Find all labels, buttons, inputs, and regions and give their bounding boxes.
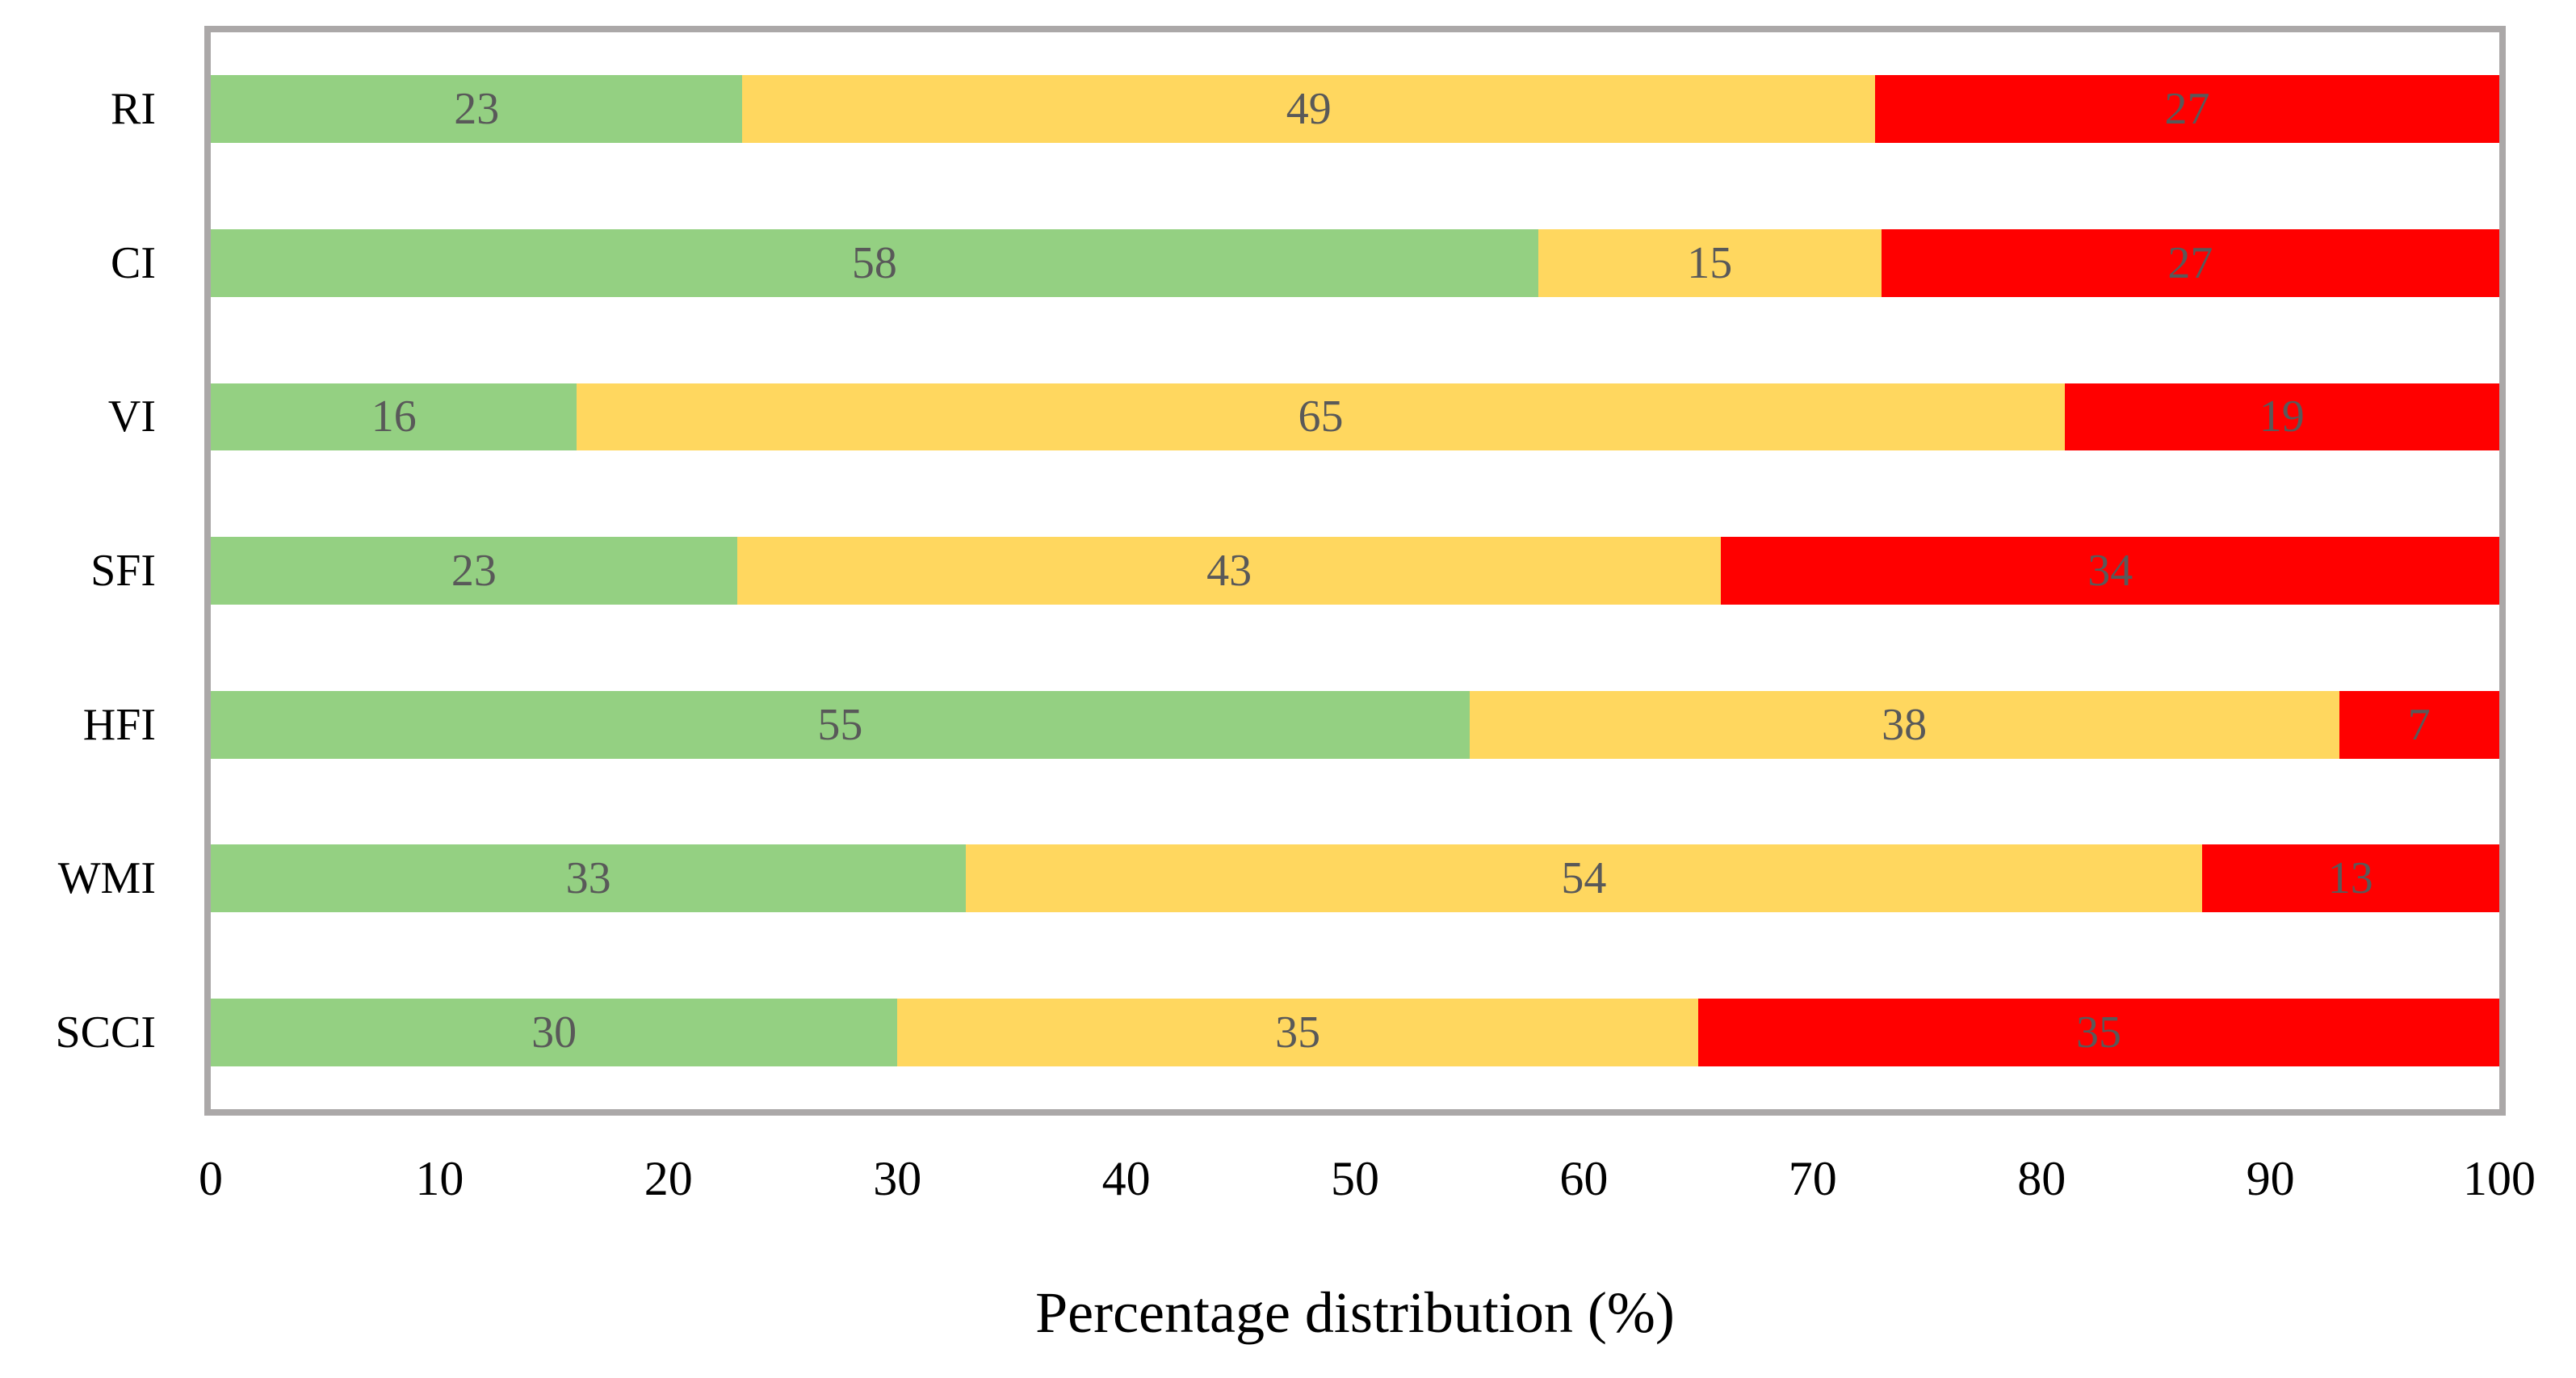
category-label: SCCI: [55, 1007, 157, 1058]
x-axis-ticks: 0 10 20 30 40 50 60 70 80 90 100: [199, 1152, 2536, 1219]
stacked-bar: 23 49 27: [211, 75, 2499, 144]
bar-segment-red: 27: [1881, 228, 2499, 297]
bar-segment-red: 19: [2064, 383, 2499, 451]
bar-segment-red: 13: [2201, 844, 2499, 913]
data-label: 27: [2167, 237, 2213, 288]
bar-segment-green: 23: [211, 537, 737, 605]
bar-segment-green: 30: [211, 998, 898, 1066]
bar-segment-green: 58: [211, 228, 1538, 297]
category-label: SFI: [90, 546, 156, 597]
stacked-bar: 30 35 35: [211, 998, 2499, 1066]
bar-segment-green: 55: [211, 690, 1470, 759]
bar-segment-red: 7: [2339, 690, 2499, 759]
stacked-bar: 23 43 34: [211, 537, 2499, 605]
x-tick-label: 10: [415, 1152, 464, 1205]
x-tick-label: 50: [1331, 1152, 1379, 1205]
category-label: VI: [107, 392, 156, 442]
stacked-bar: 55 38 7: [211, 690, 2499, 759]
x-tick-label: 100: [2463, 1152, 2536, 1205]
bar-segment-yellow: 35: [897, 998, 1699, 1066]
bar-segment-yellow: 65: [577, 383, 2065, 451]
x-tick-label: 70: [1788, 1152, 1837, 1205]
data-label: 35: [1275, 1007, 1321, 1058]
data-label: 49: [1286, 84, 1332, 135]
bar-segment-red: 34: [1721, 537, 2499, 605]
x-tick-label: 40: [1101, 1152, 1151, 1205]
bar-segment-yellow: 43: [736, 537, 1722, 605]
data-label: 19: [2259, 392, 2305, 442]
data-label: 23: [454, 84, 500, 135]
data-label: 7: [2407, 699, 2431, 750]
category-label: WMI: [57, 853, 156, 904]
x-tick-label: 20: [644, 1152, 693, 1205]
data-label: 54: [1561, 853, 1607, 904]
bar-segment-yellow: 38: [1469, 690, 2339, 759]
bar-row: SFI 23 43 34: [90, 494, 2499, 648]
category-label: HFI: [82, 699, 156, 750]
data-label: 55: [817, 699, 863, 750]
data-label: 27: [2164, 84, 2210, 135]
data-label: 23: [451, 546, 497, 597]
data-label: 15: [1687, 237, 1733, 288]
data-label: 16: [371, 392, 417, 442]
data-label: 30: [531, 1007, 577, 1058]
category-label: CI: [111, 237, 156, 288]
x-tick-label: 90: [2246, 1152, 2295, 1205]
stacked-bar: 33 54 13: [211, 844, 2499, 913]
bar-segment-yellow: 15: [1538, 228, 1882, 297]
bar-segment-red: 27: [1875, 75, 2499, 144]
data-label: 33: [565, 853, 611, 904]
data-label: 58: [851, 237, 897, 288]
x-axis-title: Percentage distribution (%): [1035, 1280, 1675, 1345]
data-label: 65: [1298, 392, 1344, 442]
stacked-bar: 16 65 19: [211, 383, 2499, 451]
bar-row: HFI 55 38 7: [83, 647, 2499, 802]
bar-segment-green: 23: [211, 75, 743, 144]
bar-segment-green: 33: [211, 844, 967, 913]
data-label: 13: [2327, 853, 2373, 904]
data-label: 34: [2087, 546, 2133, 597]
bar-segment-green: 16: [211, 383, 577, 451]
x-tick-label: 80: [2017, 1152, 2066, 1205]
bar-segment-yellow: 49: [742, 75, 1876, 144]
bar-row: VI 16 65 19: [108, 340, 2499, 494]
plot-area: RI 23 49 27 CI 58 15 27 VI 16 65 19 SFI 23 43 34 HFI 55 38…: [56, 26, 2506, 1116]
bar-row: SCCI 30 35 35: [56, 955, 2499, 1109]
bar-segment-yellow: 54: [966, 844, 2202, 913]
stacked-bar: 58 15 27: [211, 228, 2499, 297]
bar-segment-red: 35: [1698, 998, 2499, 1066]
bar-row: CI 58 15 27: [111, 186, 2499, 341]
data-label: 35: [2076, 1007, 2122, 1058]
category-label: RI: [111, 84, 156, 135]
data-label: 43: [1206, 546, 1252, 597]
x-tick-label: 0: [199, 1152, 223, 1205]
bar-row: WMI 33 54 13: [58, 802, 2499, 956]
x-tick-label: 30: [873, 1152, 922, 1205]
x-tick-label: 60: [1559, 1152, 1609, 1205]
bar-row: RI 23 49 27: [111, 32, 2499, 186]
data-label: 38: [1882, 699, 1928, 750]
